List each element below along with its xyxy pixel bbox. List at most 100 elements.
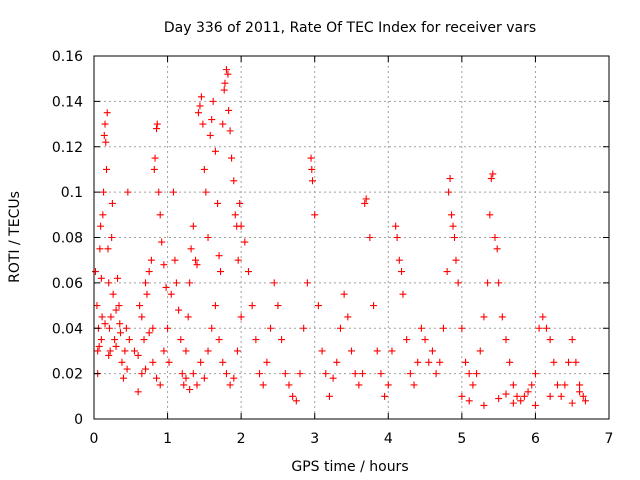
data-point [112, 306, 120, 314]
data-point [167, 290, 175, 298]
data-point [300, 324, 308, 332]
data-point [119, 374, 127, 382]
data-point [99, 211, 107, 219]
data-point [373, 347, 381, 355]
data-point [108, 199, 116, 207]
data-point [452, 256, 460, 264]
data-point [93, 302, 101, 310]
data-point [225, 106, 233, 114]
data-point [303, 279, 311, 287]
data-point [289, 392, 297, 400]
data-point [228, 154, 236, 162]
data-point [186, 279, 194, 287]
data-point [517, 397, 525, 405]
data-point [557, 392, 565, 400]
data-point [112, 342, 120, 350]
data-point [186, 386, 194, 394]
data-point [296, 370, 304, 378]
data-point [109, 290, 117, 298]
y-axis-tick-labels: 0 0.02 0.04 0.06 0.08 0.1 0.12 0.14 0.16 [52, 49, 83, 428]
data-point [392, 222, 400, 230]
data-point [125, 336, 133, 344]
data-point [581, 397, 589, 405]
data-point [105, 279, 113, 287]
data-point [221, 79, 229, 87]
data-point [318, 347, 326, 355]
data-point [237, 222, 245, 230]
data-point [502, 336, 510, 344]
data-point [202, 188, 210, 196]
data-point [495, 395, 503, 403]
data-point [150, 165, 158, 173]
data-point [421, 336, 429, 344]
data-point [546, 336, 554, 344]
data-point [153, 125, 161, 133]
data-point [307, 154, 315, 162]
data-point [230, 374, 238, 382]
data-point [160, 261, 168, 269]
data-point [550, 358, 558, 366]
chart-title: Day 336 of 2011, Rate Of TEC Index for r… [164, 20, 536, 36]
data-point [116, 329, 124, 337]
data-point [252, 336, 260, 344]
y-tick-label: 0.04 [52, 321, 83, 337]
data-point [340, 290, 348, 298]
data-point [160, 347, 168, 355]
x-tick-label: 5 [457, 431, 466, 447]
data-point [554, 381, 561, 389]
data-point [118, 358, 126, 366]
data-point [145, 268, 153, 276]
data-point [502, 390, 510, 398]
data-point [462, 358, 470, 366]
data-point [142, 365, 149, 373]
data-point [172, 279, 180, 287]
data-point [546, 392, 554, 400]
data-point [384, 381, 392, 389]
data-point [403, 336, 411, 344]
data-point [204, 234, 212, 241]
data-point [100, 188, 108, 196]
data-point [136, 302, 144, 310]
data-point [509, 399, 517, 407]
data-point [355, 381, 363, 389]
data-point [97, 274, 105, 282]
data-point [101, 320, 109, 328]
data-point [149, 324, 157, 332]
data-point [204, 347, 212, 355]
data-point [432, 370, 440, 378]
data-point [96, 245, 104, 253]
data-point [491, 234, 499, 241]
data-point [398, 268, 406, 276]
data-point [406, 370, 414, 378]
y-tick-label: 0.08 [52, 231, 83, 247]
data-point [256, 370, 264, 378]
data-point [270, 279, 278, 287]
data-point [381, 392, 389, 400]
data-point [576, 381, 584, 389]
data-point [245, 268, 252, 276]
data-point [325, 392, 333, 400]
data-point [145, 329, 153, 337]
data-point [165, 358, 173, 366]
data-point [105, 324, 113, 332]
data-point [111, 336, 119, 344]
data-point [454, 279, 462, 287]
data-point [506, 358, 514, 366]
data-point [184, 313, 192, 321]
data-point [388, 347, 396, 355]
data-point [362, 195, 370, 203]
data-point [348, 347, 355, 355]
data-point [97, 222, 105, 230]
data-point [171, 256, 179, 264]
data-point [95, 342, 103, 350]
y-tick-label: 0.16 [52, 49, 83, 65]
data-point [200, 165, 208, 173]
data-point [458, 392, 466, 400]
data-point [104, 245, 112, 253]
data-point [445, 188, 453, 196]
data-point [285, 381, 293, 389]
data-point [473, 370, 481, 378]
data-point [248, 302, 256, 310]
data-point [222, 370, 230, 378]
